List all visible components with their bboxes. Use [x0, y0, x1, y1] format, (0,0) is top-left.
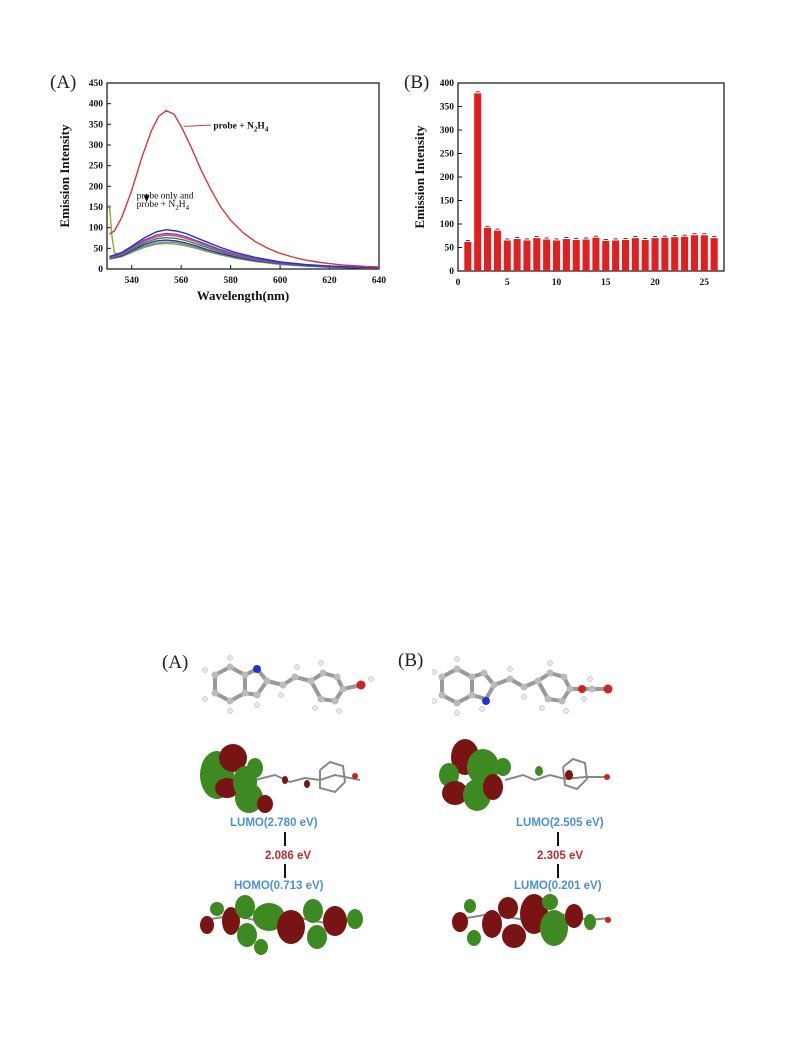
- bar: [572, 239, 580, 271]
- spectrum-line: [109, 236, 380, 269]
- gap-line-bottom-a: [284, 864, 286, 878]
- x-tick-label: 5: [505, 278, 510, 288]
- y-tick-label: 0: [98, 265, 103, 275]
- y-tick-label: 350: [89, 120, 104, 130]
- bar: [681, 236, 689, 271]
- y-tick-label: 200: [89, 182, 104, 192]
- bar: [552, 240, 561, 271]
- lumo-orbital-b: [439, 739, 610, 811]
- homo-orbital-a: [200, 895, 363, 955]
- x-tick-label: 0: [456, 278, 461, 288]
- bar: [582, 239, 590, 271]
- selectivity-bar-chart: 0 50 100 150 200 250 300 350 400 0 5 10 15 20 25 Emissi…: [412, 79, 725, 288]
- spectrum-line: [109, 228, 380, 269]
- bar: [651, 238, 659, 271]
- spectrum-line: [109, 109, 380, 268]
- y-tick-label: 100: [89, 224, 104, 234]
- annotation-probe-n2h4-b: probe + N2H4: [137, 200, 190, 212]
- y-tick-label: 200: [440, 173, 455, 183]
- molecule-b-structure: [432, 656, 613, 716]
- y-tick-label: 50: [445, 244, 455, 254]
- bar: [543, 239, 551, 271]
- y-tick-label: 100: [440, 220, 455, 230]
- homo-label-a: HOMO(0.713 eV): [234, 880, 324, 892]
- panel-label-b: (B): [404, 72, 430, 93]
- bar: [690, 235, 698, 271]
- y-tick-label: 400: [89, 100, 104, 110]
- bar: [474, 93, 482, 271]
- x-axis-title: Wavelength(nm): [197, 288, 289, 303]
- bar: [602, 240, 610, 271]
- bar: [523, 240, 531, 271]
- y-axis-title: Emission Intensity: [57, 124, 72, 227]
- gap-line-bottom-b: [557, 864, 559, 878]
- gap-label-b: 2.305 eV: [537, 850, 584, 862]
- gap-line-top-a: [284, 832, 286, 846]
- lumo-label-a: LUMO(2.780 eV): [230, 817, 318, 829]
- bar: [533, 238, 541, 271]
- y-tick-label: 150: [89, 203, 104, 213]
- bar: [592, 237, 600, 271]
- x-tick-label: 10: [552, 278, 562, 288]
- x-tick-label: 580: [224, 276, 239, 286]
- bar: [641, 239, 649, 271]
- panel-label-b2: (B): [398, 650, 424, 671]
- panel-label-a: (A): [50, 72, 77, 93]
- bar: [464, 241, 472, 271]
- x-tick-label: 640: [372, 276, 387, 286]
- spectrum-line: [109, 234, 380, 269]
- bar: [493, 230, 501, 271]
- y-tick-label: 50: [94, 244, 104, 254]
- bar: [612, 240, 620, 271]
- y-tick-label: 0: [449, 267, 454, 277]
- bar: [631, 238, 639, 271]
- bar: [484, 227, 492, 271]
- y-tick-label: 250: [440, 150, 455, 160]
- x-tick-label: 560: [174, 276, 189, 286]
- lumo-orbital-a: [200, 744, 361, 813]
- bar: [513, 239, 521, 271]
- bar: [700, 235, 708, 271]
- bar: [503, 240, 511, 271]
- y-tick-label: 250: [89, 162, 104, 172]
- homo-label-b: LUMO(0.201 eV): [514, 880, 602, 892]
- y-tick-label: 300: [89, 141, 104, 151]
- gap-line-top-b: [557, 832, 559, 846]
- annotation-probe-only: probe only and: [137, 192, 194, 202]
- y-tick-label: 300: [440, 126, 455, 136]
- annotation-arrowhead: [143, 195, 150, 203]
- annotation-probe-n2h4: probe + N2H4: [213, 121, 269, 133]
- bar: [661, 237, 669, 271]
- y-axis-title: Emission Intensity: [412, 125, 427, 228]
- emission-spectrum-chart: 0 50 100 150 200 250 300 350 400 450 540 560 580 600 6…: [57, 79, 387, 303]
- x-tick-label: 20: [650, 278, 660, 288]
- bar: [621, 239, 630, 271]
- y-tick-label: 450: [89, 79, 104, 89]
- y-tick-label: 400: [440, 79, 455, 89]
- y-tick-label: 150: [440, 197, 455, 207]
- annotation-arrow: [183, 124, 211, 127]
- panel-label-a2: (A): [162, 652, 189, 673]
- bar: [710, 238, 718, 271]
- bar: [562, 239, 570, 271]
- plot-frame: [106, 82, 380, 270]
- x-tick-label: 540: [125, 276, 139, 286]
- x-tick-label: 25: [700, 278, 710, 288]
- x-tick-label: 600: [273, 276, 288, 286]
- bar: [671, 237, 679, 271]
- lumo-label-b: LUMO(2.505 eV): [516, 817, 604, 829]
- gap-label-a: 2.086 eV: [265, 850, 312, 862]
- y-tick-label: 350: [440, 103, 455, 113]
- homo-orbital-b: [452, 894, 611, 948]
- x-tick-label: 620: [322, 276, 337, 286]
- molecule-a-structure: [202, 655, 374, 714]
- x-tick-label: 15: [601, 278, 611, 288]
